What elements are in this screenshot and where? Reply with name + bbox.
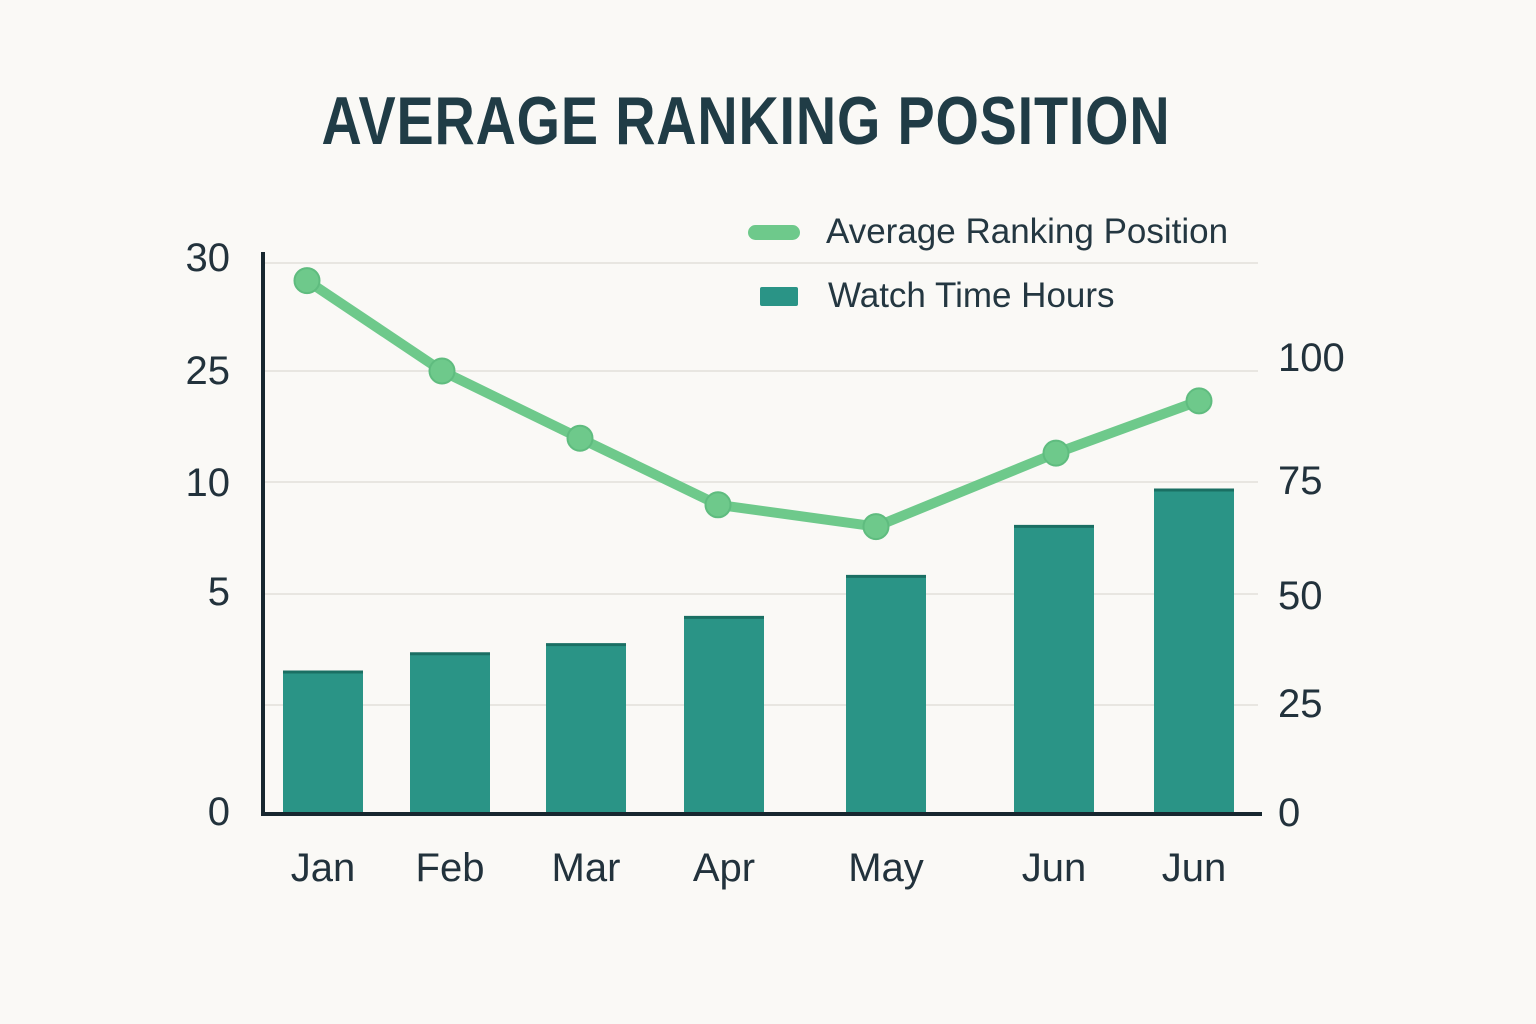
left-axis-tick: 0 xyxy=(207,790,230,834)
bar xyxy=(846,576,926,813)
line-marker xyxy=(1042,439,1070,467)
line-marker xyxy=(566,424,594,452)
legend-label-ranking: Average Ranking Position xyxy=(826,212,1229,251)
legend: Average Ranking Position Watch Time Hour… xyxy=(748,200,1228,328)
right-axis-tick: 75 xyxy=(1278,459,1323,503)
left-axis-tick: 10 xyxy=(185,461,231,505)
bar xyxy=(410,653,490,813)
x-axis-label: Apr xyxy=(692,846,756,890)
bar xyxy=(684,617,764,813)
x-axis-label: Feb xyxy=(415,846,485,890)
x-axis-label: Mar xyxy=(551,846,621,890)
x-axis-label: Jun xyxy=(1021,846,1087,890)
x-axis-label: Jun xyxy=(1161,846,1227,890)
left-axis-tick: 5 xyxy=(207,570,230,614)
line-marker xyxy=(862,513,890,541)
right-axis-tick: 25 xyxy=(1278,682,1323,726)
x-axis-label: May xyxy=(848,846,924,890)
legend-label-watchtime: Watch Time Hours xyxy=(828,276,1115,315)
line-marker xyxy=(428,357,456,385)
left-axis-tick: 30 xyxy=(185,236,231,280)
legend-item-ranking: Average Ranking Position xyxy=(748,200,1228,264)
bar xyxy=(1014,526,1094,813)
left-axis-tick: 25 xyxy=(185,349,231,393)
right-axis-tick: 100 xyxy=(1278,336,1345,380)
bar xyxy=(546,644,626,813)
right-axis-tick: 0 xyxy=(1278,791,1301,835)
line-marker xyxy=(293,267,321,295)
bar xyxy=(283,671,363,813)
bar-series-swatch-icon xyxy=(760,286,798,306)
chart-title: AVERAGE RANKING POSITION xyxy=(321,83,1171,159)
line-series-swatch-icon xyxy=(748,224,800,240)
x-axis-label: Jan xyxy=(290,846,356,890)
bar xyxy=(1154,489,1234,813)
legend-item-watchtime: Watch Time Hours xyxy=(748,264,1228,328)
line-marker xyxy=(1185,387,1213,415)
line-marker xyxy=(704,491,732,519)
right-axis-tick: 50 xyxy=(1278,574,1323,618)
